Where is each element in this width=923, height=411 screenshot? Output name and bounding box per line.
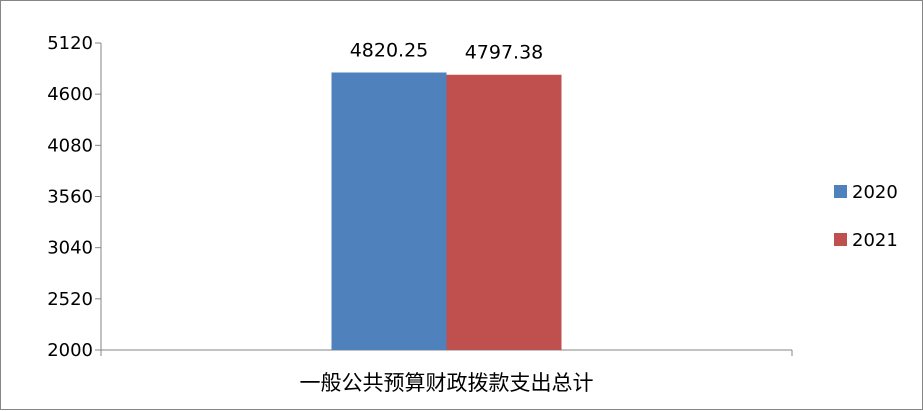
y-tick-label: 4080 (47, 135, 93, 156)
legend-label-2020: 2020 (852, 182, 898, 203)
legend-swatch-2020 (834, 185, 847, 198)
y-tick-label: 2000 (47, 340, 93, 361)
legend-label-2021: 2021 (852, 230, 898, 251)
legend: 2020 2021 (834, 182, 898, 251)
y-tick-label: 3040 (47, 238, 93, 259)
data-labels: 4820.25 4797.38 (350, 39, 544, 63)
y-tick-label: 4600 (47, 84, 93, 105)
bar-2020 (331, 72, 447, 350)
bars (331, 72, 562, 350)
bar-2021 (446, 74, 562, 350)
category-label: 一般公共预算财政拨款支出总计 (300, 371, 594, 395)
category-labels: 一般公共预算财政拨款支出总计 (300, 371, 594, 395)
data-label-2021: 4797.38 (465, 42, 544, 64)
y-axis: 2000 2520 3040 3560 4080 4600 5120 (47, 33, 102, 361)
legend-swatch-2021 (834, 233, 847, 246)
x-axis (100, 349, 793, 356)
y-tick-label: 2520 (47, 289, 93, 310)
y-tick-label: 3560 (47, 187, 93, 208)
y-tick-label: 5120 (47, 33, 93, 54)
data-label-2020: 4820.25 (350, 39, 429, 61)
